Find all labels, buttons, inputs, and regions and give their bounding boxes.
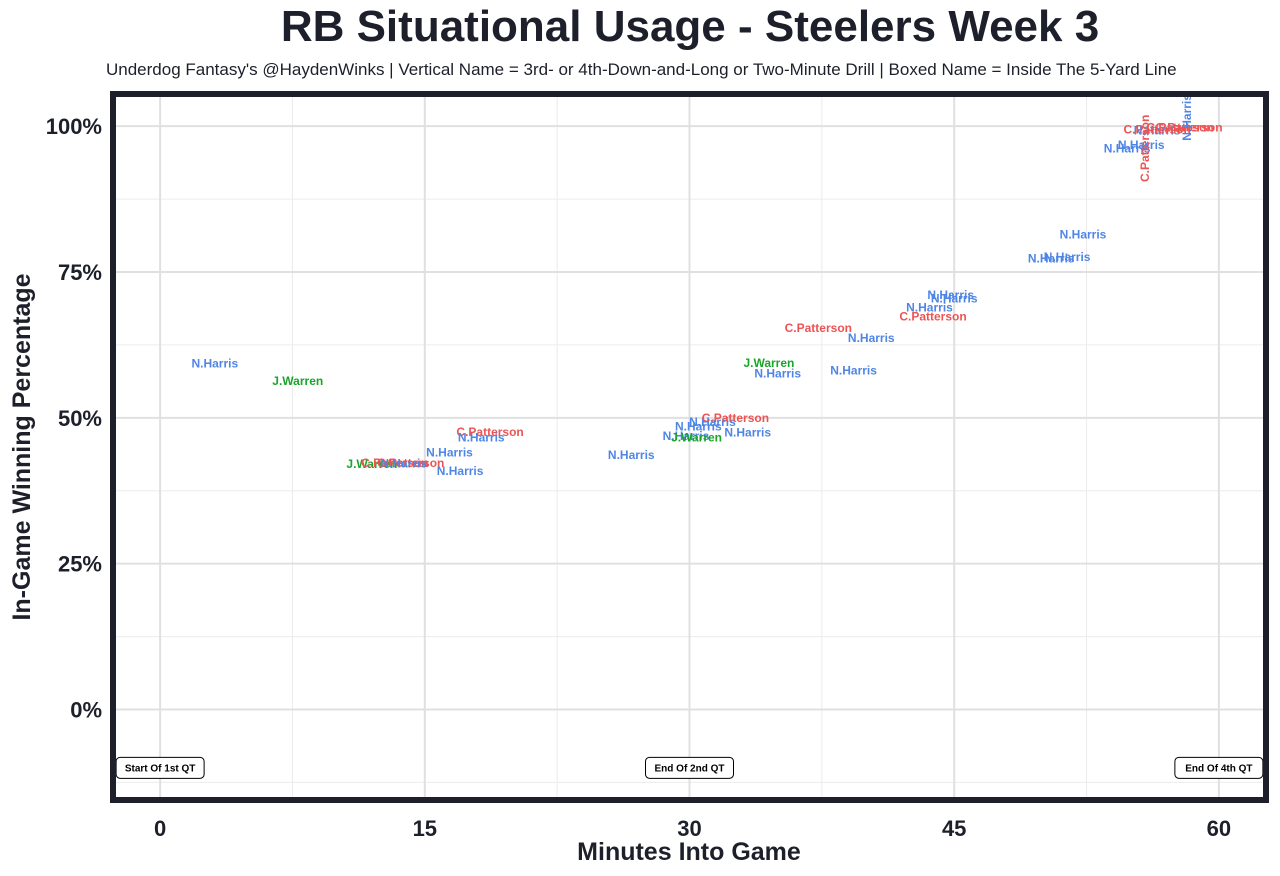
point-label: J.Warren: [272, 374, 323, 388]
x-tick-label: 0: [154, 816, 166, 841]
point-label: N.Harris: [1180, 94, 1194, 141]
grid: [116, 97, 1263, 797]
annotation-box: [115, 756, 205, 779]
y-tick-label: 50%: [58, 406, 102, 431]
annotation-box: [1174, 756, 1264, 779]
point-label: N.Harris: [675, 420, 722, 434]
point-label: C.Patterson: [899, 309, 966, 323]
point-label: N.Harris: [1134, 123, 1181, 137]
y-tick-label: 75%: [58, 260, 102, 285]
annotation-label: End Of 4th QT: [1185, 763, 1252, 774]
point-label: N.Harris: [191, 357, 238, 371]
y-tick-label: 25%: [58, 552, 102, 577]
point-label: C.Patterson: [456, 425, 523, 439]
point-label: N.Harris: [437, 464, 484, 478]
point-label: N.Harris: [608, 448, 655, 462]
point-label: N.Harris: [426, 445, 473, 459]
point-label: N.Harris: [931, 291, 978, 305]
point-label: N.Harris: [1044, 250, 1091, 264]
y-tick-label: 100%: [46, 114, 102, 139]
point-label: C.Patterson: [1123, 123, 1190, 137]
x-tick-label: 15: [413, 816, 437, 841]
point-label: N.Harris: [830, 364, 877, 378]
point-label: C.Patterson: [702, 411, 769, 425]
point-label: N.Harris: [848, 331, 895, 345]
point-label: N.Harris: [724, 425, 771, 439]
point-label: N.Harris: [754, 367, 801, 381]
x-tick-label: 60: [1207, 816, 1231, 841]
point-label: N.Harris: [906, 301, 953, 315]
x-tick-label: 30: [677, 816, 701, 841]
x-tick-label: 45: [942, 816, 966, 841]
y-axis-ticks: 0% 25% 50% 75% 100%: [46, 114, 102, 722]
y-axis-title: In-Game Winning Percentage: [8, 273, 36, 620]
point-label: C.Patterson: [785, 321, 852, 335]
point-label: J.Warren: [671, 431, 722, 445]
point-label: N.Harris: [380, 456, 427, 470]
chart-subtitle: Underdog Fantasy's @HaydenWinks | Vertic…: [106, 60, 1177, 79]
annotations: Start Of 1st QT End Of 2nd QT End Of 4th Q…: [115, 756, 1264, 779]
annotation-box: [645, 756, 734, 779]
y-tick-label: 0%: [70, 698, 102, 723]
point-label: C.Patterson: [361, 456, 428, 470]
point-label: C.Patterson: [1155, 120, 1222, 134]
point-label: C.Patterson: [377, 456, 444, 470]
point-label: J.Warren: [743, 356, 794, 370]
point-label: C.Patterson: [1138, 115, 1152, 182]
point-label: J.Warren: [346, 457, 397, 471]
point-label: N.Harris: [663, 429, 710, 443]
point-label: N.Harris: [458, 431, 505, 445]
annotation-label: End Of 2nd QT: [655, 763, 725, 774]
x-axis-ticks: 0 15 30 45 60: [154, 816, 1231, 841]
chart-title: RB Situational Usage - Steelers Week 3: [280, 2, 1100, 51]
point-label: N.Harris: [1118, 138, 1165, 152]
point-label: C.Patterson: [1146, 120, 1213, 134]
point-label: N.Harris: [1104, 141, 1151, 155]
point-label: N.Harris: [1060, 228, 1107, 242]
point-label: N.Harris: [927, 288, 974, 302]
panel-border: [110, 91, 1269, 803]
point-label: N.Harris: [689, 415, 736, 429]
data-labels: N.HarrisJ.WarrenJ.WarrenC.PattersonC.Pat…: [191, 94, 1222, 478]
point-label: N.Harris: [1028, 252, 1075, 266]
annotation-label: Start Of 1st QT: [125, 763, 196, 774]
x-axis-title: Minutes Into Game: [577, 838, 801, 866]
